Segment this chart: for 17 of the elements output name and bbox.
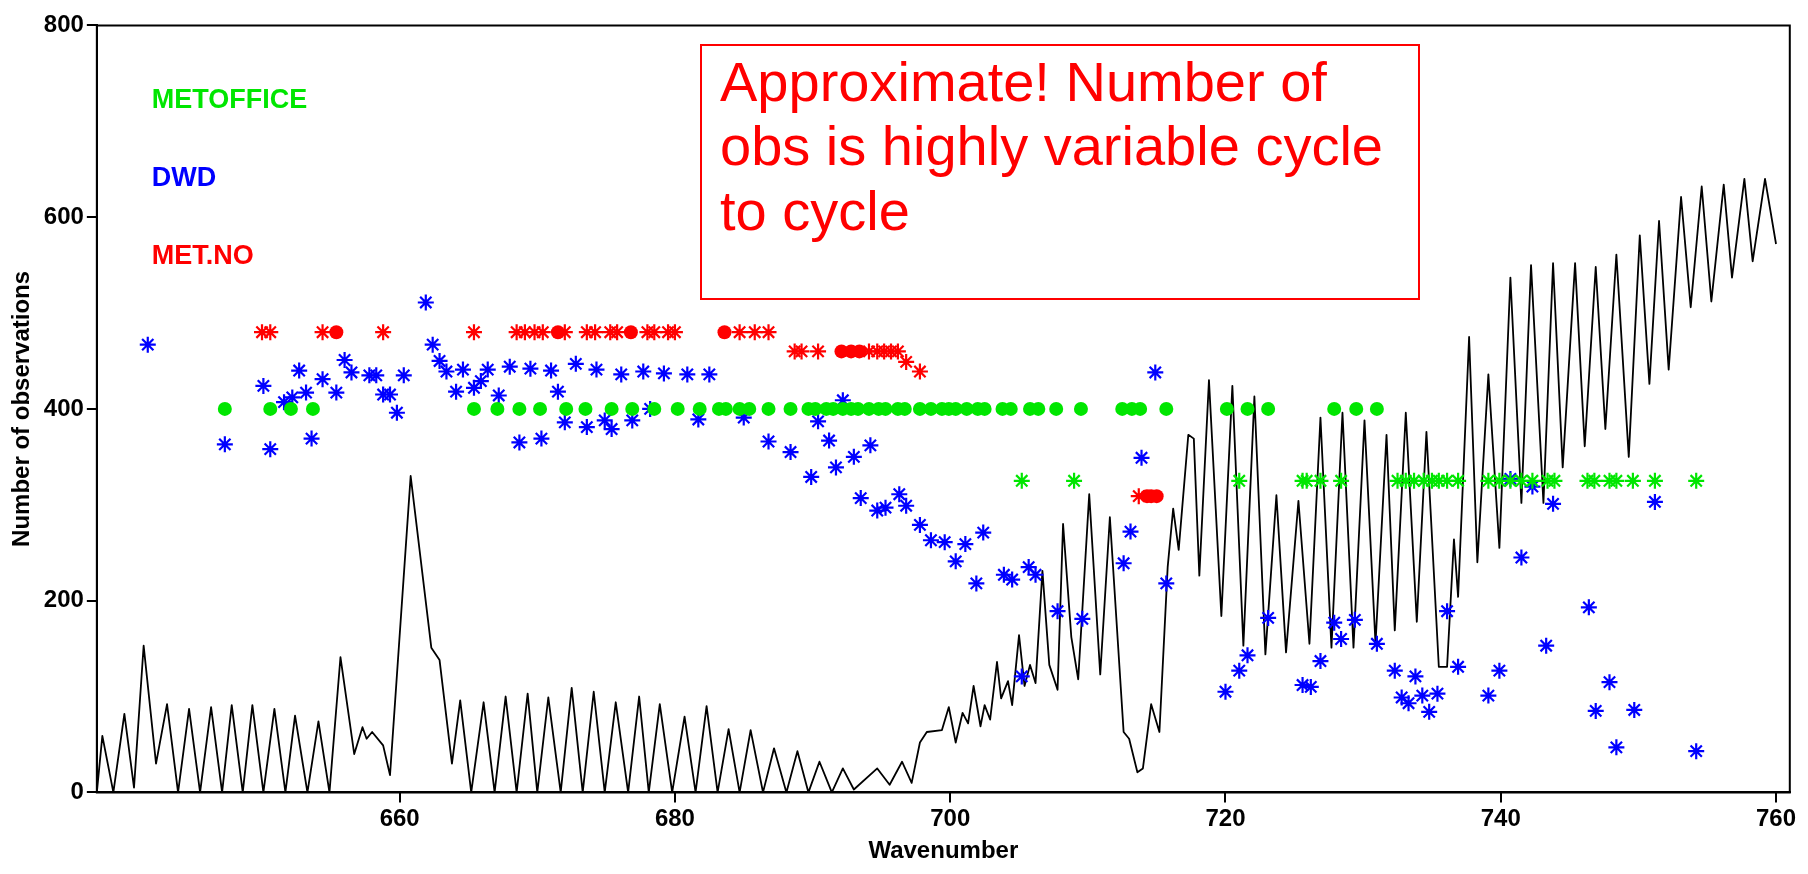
x-tick-label: 760	[1756, 804, 1797, 832]
y-tick-label: 600	[43, 201, 84, 229]
x-tick-label: 720	[1205, 804, 1246, 832]
x-tick-label: 660	[379, 804, 420, 832]
annotation: Approximate! Number of obs is highly variable cycle to cycle	[700, 44, 1420, 300]
x-tick-label: 680	[654, 804, 695, 832]
y-tick-label: 800	[43, 10, 84, 38]
text: METOFFICE	[151, 83, 308, 114]
y-tick-label: 0	[70, 777, 84, 805]
text: DWD	[151, 161, 217, 192]
x-tick-label: 700	[930, 804, 971, 832]
x-axis-title: Wavenumber	[868, 836, 1019, 864]
y-tick-label: 400	[43, 393, 84, 421]
y-axis-title: Number of observations	[7, 270, 35, 547]
text: MET.NO	[151, 239, 254, 270]
y-tick-label: 200	[43, 585, 84, 613]
x-tick-label: 740	[1480, 804, 1521, 832]
